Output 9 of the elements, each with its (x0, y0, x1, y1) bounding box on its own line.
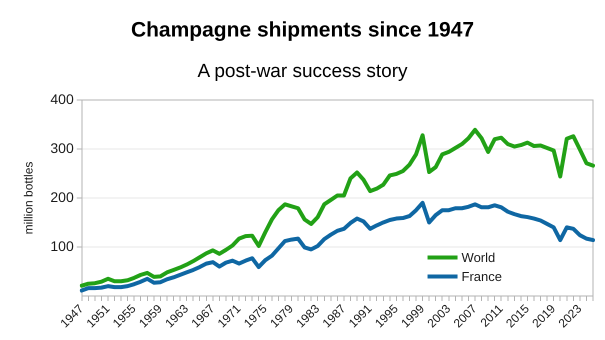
chart-subtitle: A post-war success story (197, 60, 408, 82)
chart-title: Champagne shipments since 1947 (130, 18, 474, 42)
legend-label: World (462, 250, 496, 266)
y-axis-title: million bottles (22, 162, 36, 234)
legend-label: France (462, 269, 502, 284)
y-tick-label: 300 (50, 140, 74, 156)
y-tick-label: 100 (50, 238, 74, 254)
y-tick-label: 400 (50, 90, 74, 107)
y-tick-label: 200 (50, 188, 74, 205)
